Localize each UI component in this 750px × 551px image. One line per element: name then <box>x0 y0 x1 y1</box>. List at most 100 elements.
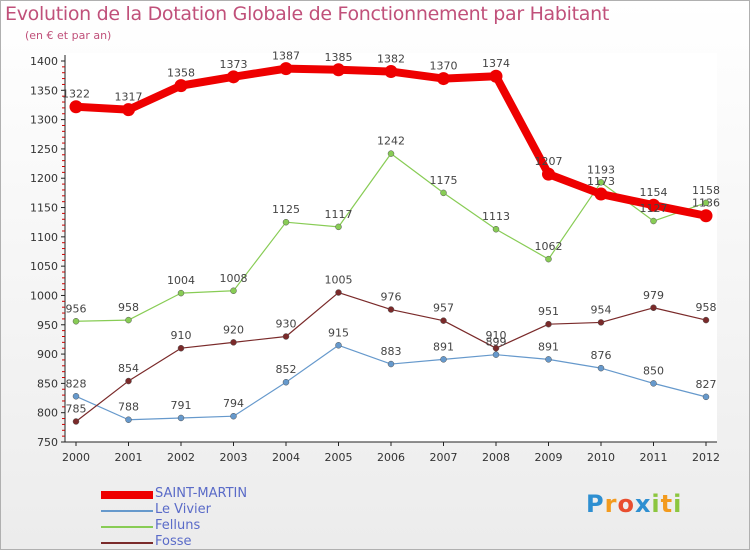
data-point <box>647 198 660 212</box>
data-label: 1193 <box>587 163 615 176</box>
data-point <box>440 356 447 363</box>
data-label: 794 <box>223 397 244 410</box>
x-tick-label: 2000 <box>62 451 90 464</box>
data-label: 954 <box>591 303 612 316</box>
data-point <box>72 318 80 325</box>
data-point <box>230 412 237 420</box>
data-point <box>597 319 605 326</box>
data-point <box>542 167 555 181</box>
data-label: 883 <box>381 345 402 358</box>
legend-label: Fosse <box>155 534 192 549</box>
data-point <box>387 150 395 157</box>
x-tick-label: 2008 <box>482 451 510 464</box>
data-point <box>335 223 342 231</box>
data-point <box>650 380 657 387</box>
data-label: 785 <box>66 402 87 415</box>
data-point <box>177 289 185 297</box>
data-label: 1173 <box>587 175 615 188</box>
legend-label: Le Vivier <box>155 502 212 517</box>
data-point <box>332 63 345 77</box>
data-label: 1008 <box>220 272 248 285</box>
data-point <box>387 360 395 368</box>
data-label: 1358 <box>167 67 195 80</box>
data-label: 1370 <box>430 60 458 73</box>
data-label: 876 <box>591 349 612 362</box>
data-label: 1242 <box>377 135 405 148</box>
x-tick-label: 2011 <box>640 451 668 464</box>
data-point <box>69 100 83 114</box>
x-tick-label: 2003 <box>220 451 248 464</box>
data-point <box>227 70 240 84</box>
data-point <box>545 320 552 328</box>
data-label: 956 <box>66 302 87 315</box>
data-point <box>282 218 290 226</box>
data-label: 1113 <box>482 210 510 223</box>
data-point <box>174 79 188 93</box>
data-point <box>702 199 710 207</box>
data-point <box>597 364 605 372</box>
data-point <box>489 69 503 83</box>
data-label: 930 <box>276 317 297 330</box>
data-label: 1117 <box>325 208 353 221</box>
data-label: 1382 <box>377 53 405 66</box>
data-label: 1175 <box>430 174 458 187</box>
legend-item: Fosse <box>101 534 341 551</box>
y-tick-label: 950 <box>37 319 58 332</box>
data-point <box>440 189 447 197</box>
x-tick-label: 2012 <box>692 451 720 464</box>
x-tick-label: 2001 <box>115 451 143 464</box>
x-tick-label: 2002 <box>167 451 195 464</box>
proxiti-logo: Proxiti <box>586 490 683 518</box>
data-label: 1387 <box>272 50 300 63</box>
data-label: 1154 <box>640 186 668 199</box>
data-label: 1136 <box>692 197 720 210</box>
data-point <box>492 344 500 352</box>
data-point <box>387 306 395 313</box>
legend-label: Felluns <box>155 518 201 533</box>
legend-swatch <box>101 526 153 528</box>
data-label: 958 <box>118 301 139 314</box>
legend-item: SAINT-MARTIN <box>101 486 341 503</box>
x-tick-label: 2004 <box>272 451 300 464</box>
data-label: 850 <box>643 364 664 377</box>
data-point <box>492 351 500 358</box>
data-point <box>702 393 710 401</box>
data-point <box>72 393 80 400</box>
chart-title: Evolution de la Dotation Globale de Fonc… <box>5 3 610 25</box>
data-point <box>440 317 447 324</box>
data-label: 827 <box>696 378 717 391</box>
data-label: 852 <box>276 363 297 376</box>
data-point <box>230 339 237 346</box>
y-tick-label: 800 <box>37 407 58 420</box>
data-point <box>230 287 237 295</box>
y-tick-label: 1000 <box>30 289 58 302</box>
data-point <box>177 344 185 352</box>
data-label: 854 <box>118 362 139 375</box>
legend: SAINT-MARTIN Le Vivier Felluns Fosse <box>101 486 341 551</box>
data-label: 1004 <box>167 274 195 287</box>
data-label: 899 <box>486 336 507 349</box>
data-point <box>125 316 132 324</box>
data-label: 976 <box>381 291 402 304</box>
data-point <box>72 418 80 425</box>
x-tick-label: 2007 <box>430 451 458 464</box>
data-label: 951 <box>538 305 559 318</box>
data-point <box>125 377 132 385</box>
data-point <box>279 62 293 76</box>
y-tick-label: 1400 <box>30 55 58 68</box>
data-label: 957 <box>433 302 454 315</box>
data-label: 910 <box>486 329 507 342</box>
data-label: 1373 <box>220 58 248 71</box>
legend-swatch <box>101 510 153 512</box>
data-point <box>282 378 290 386</box>
data-label: 1385 <box>325 51 353 64</box>
data-point <box>597 179 605 186</box>
data-point <box>335 289 342 296</box>
data-point <box>545 356 552 363</box>
data-label: 1374 <box>482 57 510 70</box>
data-point <box>545 255 552 263</box>
data-label: 828 <box>66 377 87 390</box>
data-label: 788 <box>118 401 139 414</box>
